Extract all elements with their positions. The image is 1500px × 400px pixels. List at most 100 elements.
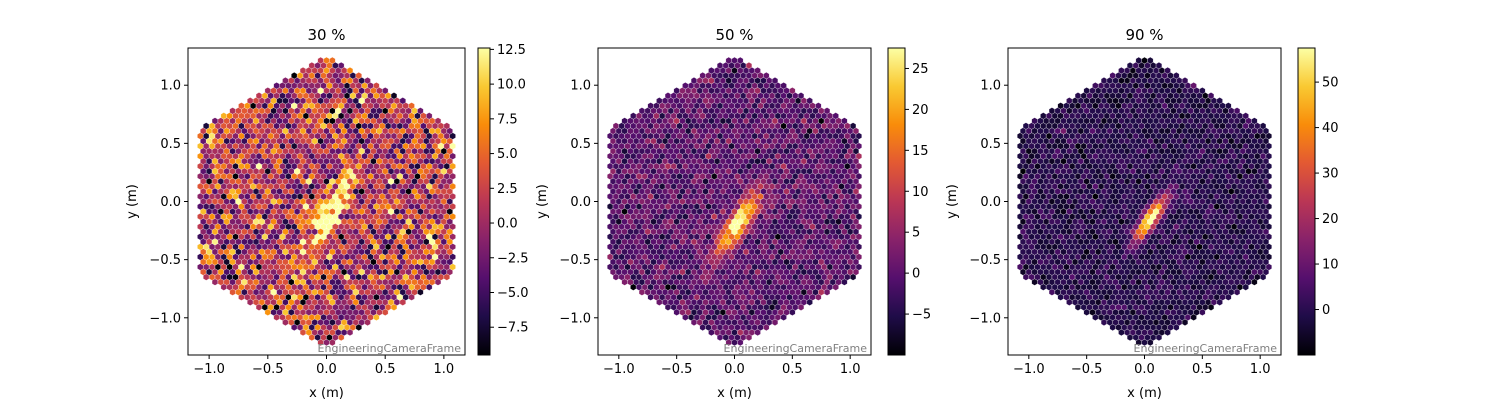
camera-pixel (797, 92, 805, 100)
camera-pixel (763, 72, 770, 80)
colorbar (477, 47, 491, 356)
pixel-layer (1017, 56, 1272, 347)
camera-panel: 90 %−1.0 −0.5 0.0 0.5 1.0−1.0−0.50.00.51.0x … (945, 26, 1339, 400)
camera-pixel (682, 82, 689, 90)
camera-pixel (745, 62, 752, 70)
x-axis-label: x (m) (309, 386, 344, 400)
x-tick-label: 0.5 (375, 362, 396, 377)
colorbar-tick-label: 12.5 (497, 43, 526, 58)
camera-pixel (329, 56, 336, 65)
colorbar-tick-label: −5.0 (497, 286, 529, 301)
y-tick-label: −1.0 (149, 311, 181, 326)
camera-pixel (255, 92, 263, 100)
camera-pixel (841, 117, 848, 125)
colorbar-tick-label: 10.0 (497, 78, 526, 93)
colorbar-tick-label: 15 (912, 144, 929, 159)
camera-pixel (612, 122, 619, 130)
y-tick-label: −1.0 (559, 311, 591, 326)
x-tick-label: −1.0 (193, 362, 225, 377)
colorbar-tick-label: −5 (912, 308, 931, 323)
camera-pixel (824, 107, 831, 115)
camera-pixel (443, 122, 450, 130)
camera-pixel (780, 82, 787, 90)
x-tick-label: −0.5 (661, 362, 693, 377)
camera-pixel (346, 67, 354, 75)
camera-pixel (717, 62, 724, 70)
camera-pixel (382, 87, 389, 95)
camera-pixel (408, 102, 415, 110)
colorbar-tick-label: 5.0 (497, 147, 518, 162)
colorbar-tick-label: −2.5 (497, 251, 529, 266)
camera-pixel (291, 72, 298, 80)
camera-pixel (238, 102, 245, 110)
camera-pixel (399, 97, 406, 105)
camera-pixel (282, 77, 289, 85)
y-tick-label: 0.5 (160, 137, 181, 152)
y-tick-label: 1.0 (570, 79, 591, 94)
camera-pixel (656, 97, 663, 105)
camera-pixel (754, 67, 761, 75)
pixel-layer (607, 56, 862, 347)
camera-pixel (771, 77, 779, 85)
colorbar-tick-label: 0 (912, 267, 920, 282)
camera-pixel (434, 117, 442, 125)
x-tick-label: 0.0 (316, 362, 337, 377)
camera-pixel (737, 56, 744, 65)
camera-pixel (355, 72, 362, 80)
camera-pixel (725, 56, 732, 65)
camera-pixel (317, 56, 324, 65)
colorbar-tick-label: 5 (912, 226, 920, 241)
camera-pixel (323, 56, 330, 65)
camera-pixel (417, 107, 424, 115)
pixel-layer (197, 56, 456, 347)
y-tick-label: −0.5 (149, 253, 181, 268)
y-tick-label: −0.5 (559, 253, 591, 268)
camera-pixel (664, 92, 672, 100)
camera-pixel (708, 67, 715, 75)
camera-pixel (850, 122, 857, 130)
camera-pixel (364, 77, 371, 85)
x-tick-label: 1.0 (434, 362, 455, 377)
panel-title: 50 % (715, 26, 753, 44)
x-tick-label: −1.0 (603, 362, 635, 377)
x-tick-label: 0.0 (724, 362, 745, 377)
camera-pixel (806, 97, 813, 105)
frame-label: EngineeringCameraFrame (318, 342, 462, 355)
panel-title: 90 % (1125, 26, 1163, 44)
camera-pixel (211, 117, 219, 125)
camera-pixel (426, 112, 433, 120)
camera-pixel (308, 62, 315, 70)
camera-pixel (373, 82, 380, 90)
camera-pixel (789, 87, 796, 95)
frame-label: EngineeringCameraFrame (724, 342, 868, 355)
camera-pixel (815, 102, 822, 110)
panel-title: 30 % (307, 26, 345, 44)
colorbar-tick-label: 20 (912, 103, 929, 118)
y-axis-label: y (m) (535, 184, 550, 219)
camera-pixel (673, 87, 680, 95)
x-axis-label: x (m) (717, 386, 752, 400)
camera-pixel (690, 77, 698, 85)
camera-panel: 50 %−1.0 −0.5 0.0 0.5 1.0−1.0−0.50.00.51.0x … (535, 26, 931, 400)
camera-pixel (229, 107, 236, 115)
y-tick-label: 0.0 (160, 195, 181, 210)
colorbar-tick-label: 25 (912, 62, 929, 77)
camera-pixel (390, 92, 398, 100)
camera-pixel (338, 62, 345, 70)
camera-pixel (247, 97, 254, 105)
y-tick-label: 1.0 (160, 79, 181, 94)
camera-pixel (264, 87, 271, 95)
camera-pixel (299, 67, 307, 75)
camera-pixel (203, 122, 210, 130)
colorbar-tick-label: 0.0 (497, 217, 518, 232)
camera-panel: 30 % −1.0 −0.5 0.0 0.5 1.0 −1.0 −0.5 0.0 0.5 1.0 x … (125, 26, 529, 400)
colorbar-tick-label: −7.5 (497, 321, 529, 336)
y-axis-label: y (m) (125, 184, 140, 219)
camera-pixel (621, 117, 628, 125)
camera-pixel (699, 72, 706, 80)
x-tick-label: 1.0 (840, 362, 861, 377)
y-tick-label: 0.0 (570, 195, 591, 210)
colorbar-tick-label: 10 (912, 185, 929, 200)
x-tick-label: −0.5 (252, 362, 284, 377)
